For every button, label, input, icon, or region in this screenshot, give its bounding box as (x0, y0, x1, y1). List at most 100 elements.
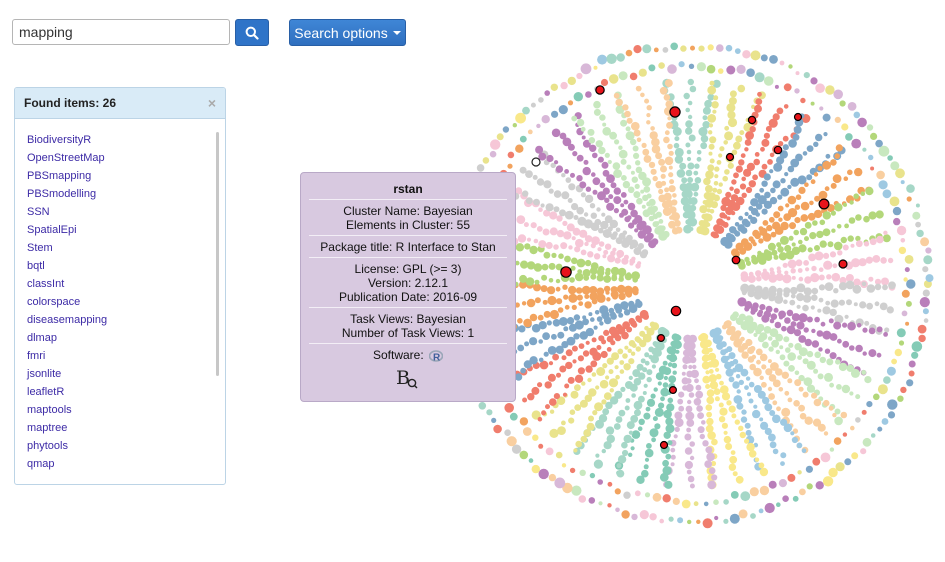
package-bubble[interactable] (558, 317, 568, 326)
package-bubble[interactable] (776, 107, 784, 115)
package-bubble[interactable] (524, 341, 530, 347)
package-bubble[interactable] (868, 154, 874, 161)
package-bubble[interactable] (842, 244, 849, 251)
package-bubble[interactable] (771, 249, 778, 256)
package-bubble[interactable] (740, 321, 750, 331)
package-bubble[interactable] (620, 386, 626, 392)
package-bubble[interactable] (828, 405, 834, 411)
package-bubble[interactable] (536, 178, 545, 186)
package-bubble[interactable] (881, 418, 889, 425)
package-bubble[interactable] (548, 278, 554, 283)
package-bubble[interactable] (906, 379, 914, 387)
package-bubble[interactable] (556, 229, 565, 238)
package-bubble[interactable] (915, 203, 920, 208)
package-bubble[interactable] (541, 263, 549, 271)
package-bubble[interactable] (814, 351, 821, 359)
package-bubble[interactable] (584, 394, 592, 402)
package-bubble[interactable] (787, 378, 793, 384)
package-bubble[interactable] (772, 400, 778, 406)
package-bubble[interactable] (791, 436, 798, 444)
package-bubble[interactable] (804, 276, 812, 284)
package-bubble[interactable] (782, 495, 789, 503)
package-bubble[interactable] (806, 316, 813, 323)
package-bubble[interactable] (627, 202, 636, 211)
package-bubble[interactable] (603, 275, 612, 283)
package-bubble[interactable] (592, 177, 601, 186)
package-bubble[interactable] (613, 303, 622, 311)
package-bubble[interactable] (856, 322, 862, 328)
package-bubble[interactable] (782, 262, 788, 268)
package-bubble[interactable] (816, 230, 824, 239)
package-bubble[interactable] (710, 201, 718, 209)
package-bubble[interactable] (553, 244, 559, 250)
package-bubble[interactable] (561, 463, 567, 468)
package-bubble[interactable] (527, 129, 533, 135)
package-bubble[interactable] (834, 314, 844, 324)
package-bubble[interactable] (901, 310, 908, 317)
package-bubble[interactable] (922, 266, 929, 273)
package-bubble[interactable] (721, 422, 728, 429)
package-bubble[interactable] (603, 249, 609, 255)
package-bubble[interactable] (697, 412, 704, 419)
package-bubble[interactable] (686, 419, 695, 427)
highlighted-package-bubble[interactable] (595, 85, 605, 95)
package-bubble[interactable] (678, 405, 685, 412)
package-bubble[interactable] (663, 136, 670, 144)
package-bubble[interactable] (778, 252, 788, 261)
package-bubble[interactable] (593, 108, 601, 116)
package-bubble[interactable] (633, 45, 642, 54)
package-bubble[interactable] (486, 409, 493, 416)
package-bubble[interactable] (595, 140, 603, 148)
package-bubble[interactable] (832, 263, 838, 269)
package-bubble[interactable] (651, 364, 656, 369)
package-bubble[interactable] (538, 240, 547, 249)
package-bubble[interactable] (787, 397, 793, 403)
package-bubble[interactable] (769, 169, 774, 174)
package-bubble[interactable] (780, 221, 789, 231)
package-bubble[interactable] (760, 421, 769, 430)
package-bubble[interactable] (509, 412, 518, 421)
package-bubble[interactable] (855, 240, 863, 248)
package-bubble[interactable] (538, 339, 543, 344)
package-bubble[interactable] (741, 275, 748, 282)
package-bubble[interactable] (825, 153, 831, 159)
package-bubble[interactable] (582, 269, 591, 277)
package-bubble[interactable] (782, 135, 789, 142)
package-bubble[interactable] (606, 53, 617, 64)
package-bubble[interactable] (747, 356, 755, 363)
package-bubble[interactable] (786, 309, 794, 317)
package-bubble[interactable] (534, 279, 540, 285)
package-bubble[interactable] (649, 321, 656, 328)
package-bubble[interactable] (778, 479, 787, 488)
package-bubble[interactable] (555, 278, 561, 284)
package-bubble[interactable] (706, 411, 712, 418)
package-bubble[interactable] (630, 446, 635, 451)
package-bubble[interactable] (598, 335, 605, 342)
package-bubble[interactable] (643, 464, 649, 470)
package-bubble[interactable] (589, 347, 598, 356)
package-bubble[interactable] (779, 315, 783, 320)
package-bubble[interactable] (785, 250, 795, 260)
package-bubble[interactable] (776, 502, 781, 508)
package-bubble[interactable] (552, 319, 561, 327)
package-bubble[interactable] (696, 156, 702, 162)
package-bubble[interactable] (837, 338, 842, 344)
package-bubble[interactable] (568, 417, 575, 424)
package-bubble[interactable] (599, 182, 606, 189)
package-bubble[interactable] (904, 255, 914, 264)
package-bubble[interactable] (523, 222, 529, 228)
package-bubble[interactable] (748, 450, 757, 458)
package-bubble[interactable] (576, 175, 583, 182)
package-bubble[interactable] (674, 426, 680, 433)
package-bubble[interactable] (628, 358, 635, 365)
package-bubble[interactable] (514, 302, 520, 308)
package-bubble[interactable] (713, 388, 721, 395)
package-bubble[interactable] (741, 192, 747, 198)
package-bubble[interactable] (802, 294, 812, 303)
package-bubble[interactable] (664, 480, 673, 489)
package-bubble[interactable] (767, 242, 776, 251)
package-bubble[interactable] (898, 340, 905, 346)
package-bubble[interactable] (733, 188, 740, 195)
package-bubble[interactable] (575, 440, 582, 448)
package-bubble[interactable] (628, 300, 635, 308)
